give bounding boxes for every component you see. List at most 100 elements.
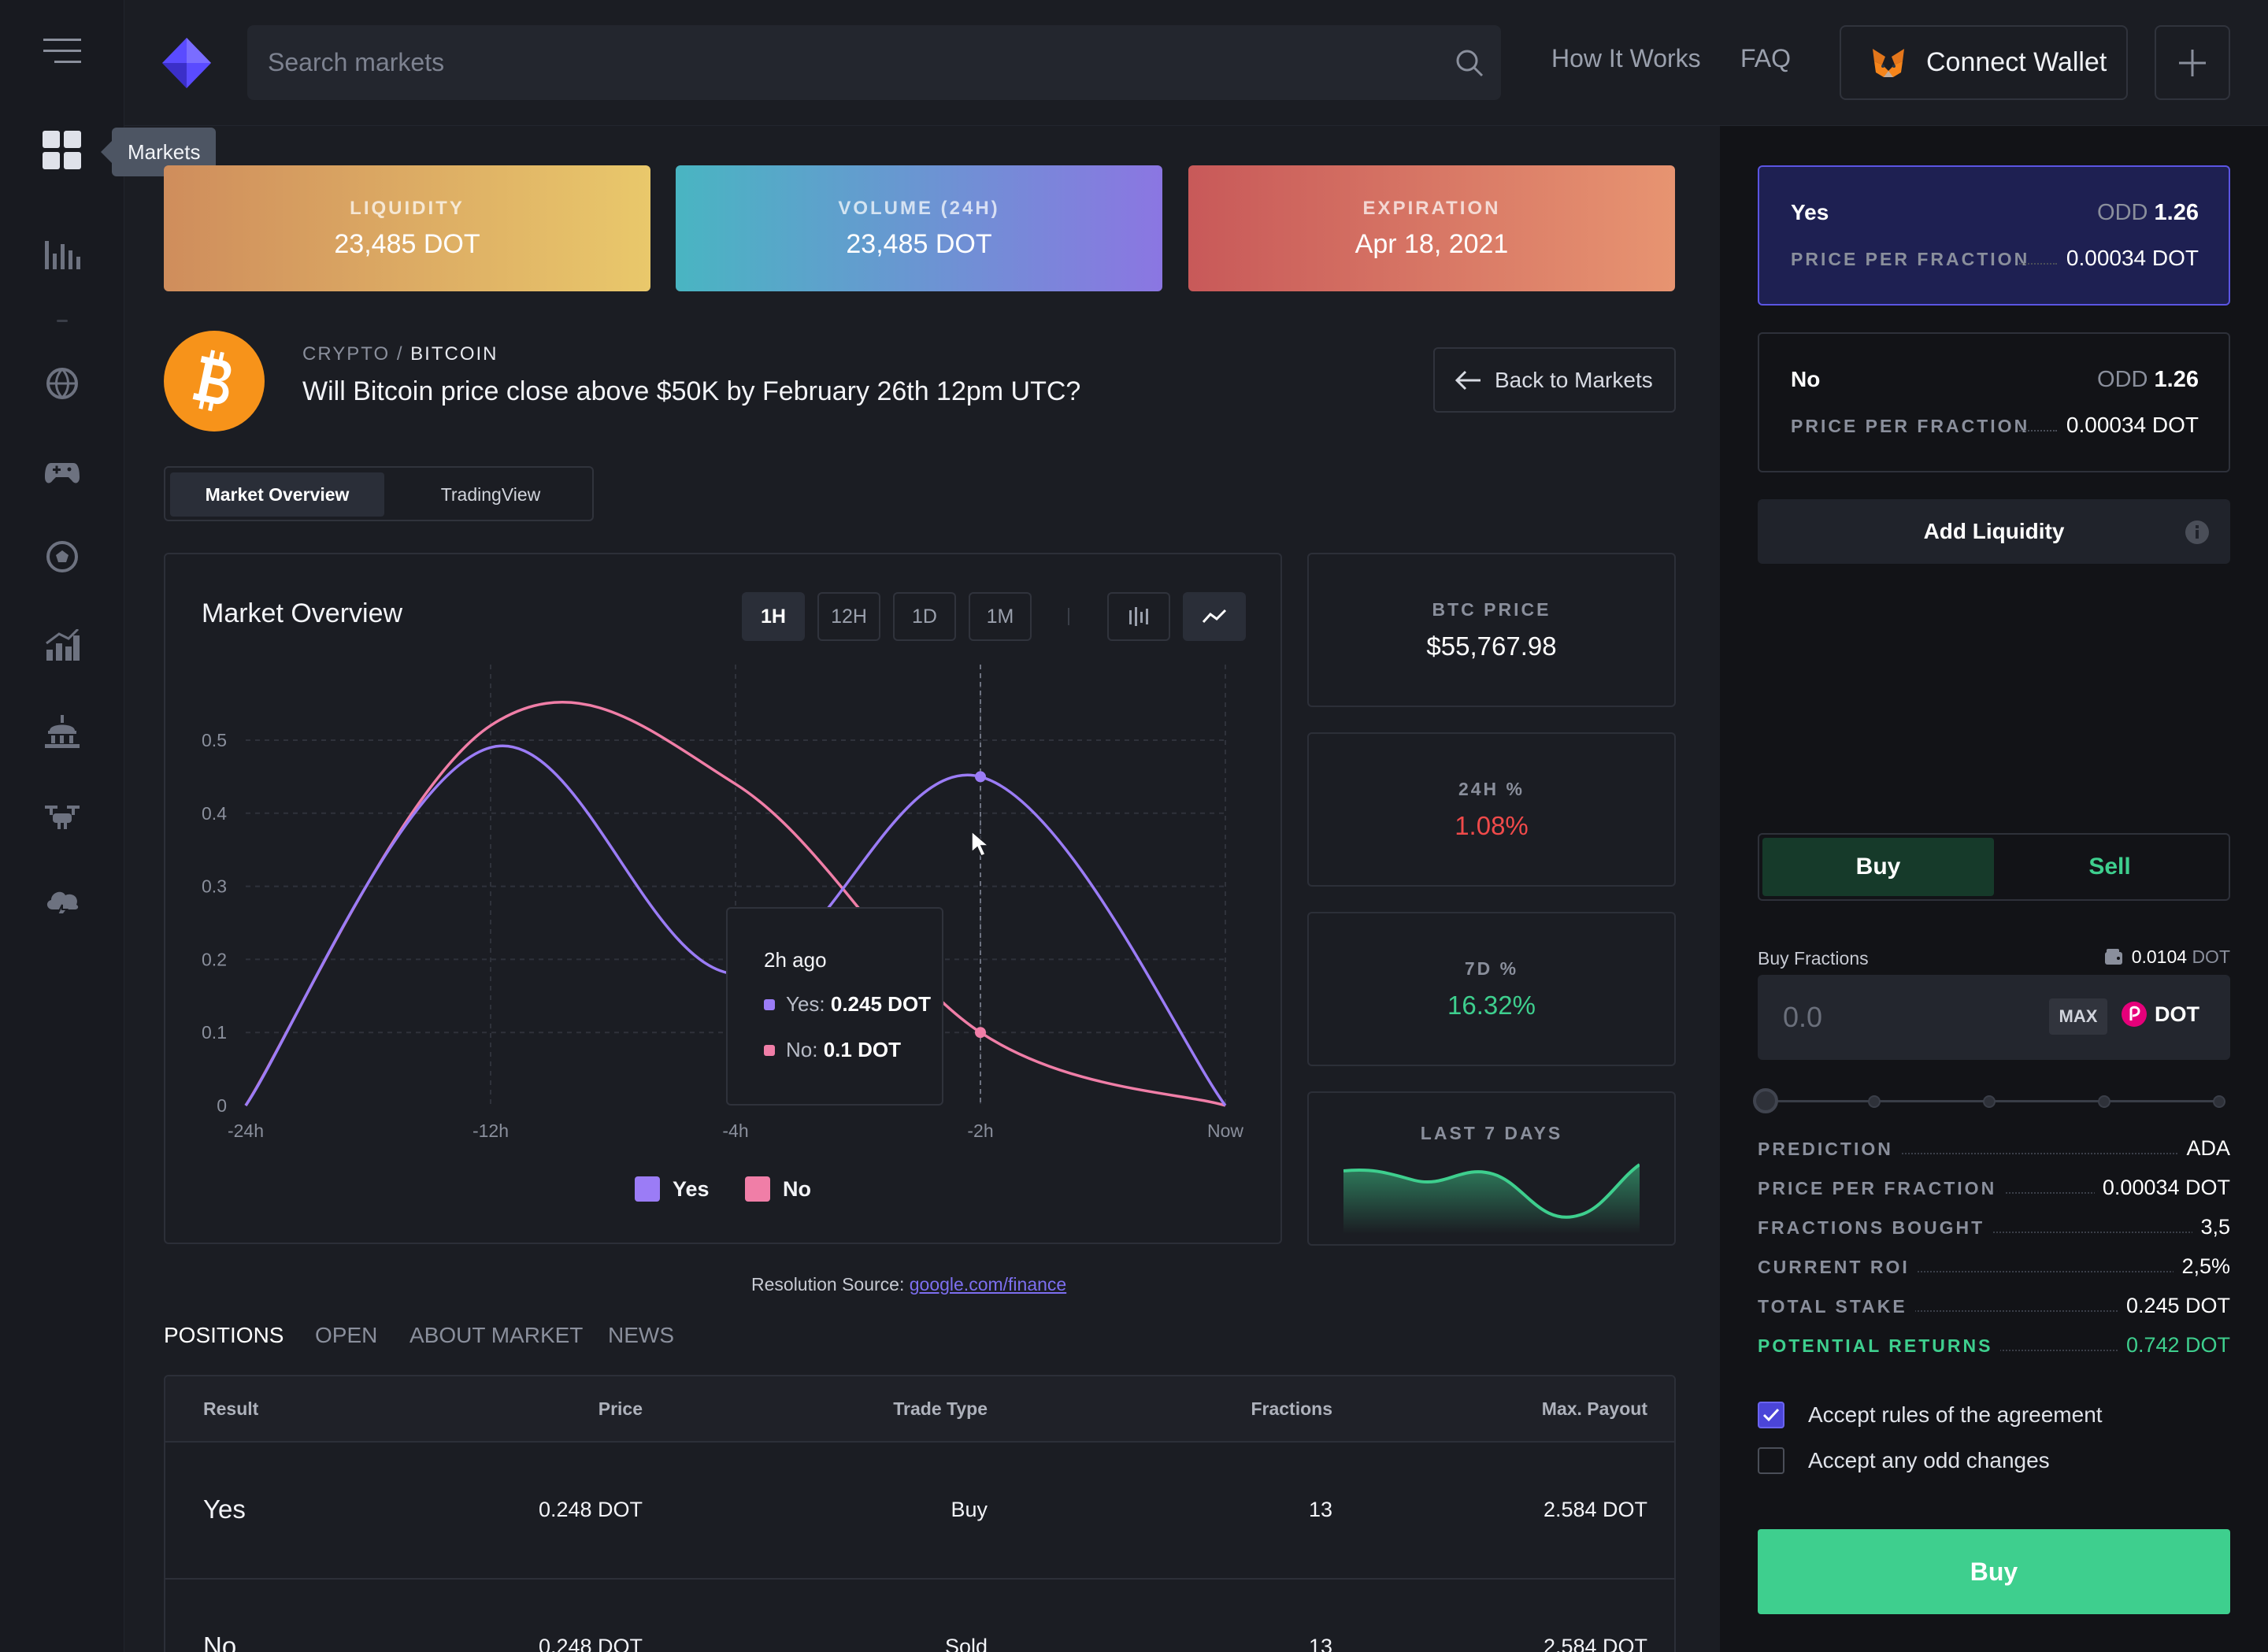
currency-selector[interactable]: DOT <box>2122 1002 2199 1027</box>
line-chart-type-button[interactable] <box>1183 592 1246 641</box>
accept-odd-checkbox[interactable]: Accept any odd changes <box>1758 1447 2050 1474</box>
tab-market-overview[interactable]: Market Overview <box>170 472 384 517</box>
x-tick-label: Now <box>1207 1120 1243 1141</box>
wallet-balance-value: 0.0104 <box>2131 946 2188 967</box>
summary-key: TOTAL STAKE <box>1758 1296 1915 1317</box>
back-to-markets-button[interactable]: Back to Markets <box>1433 347 1676 413</box>
tab-about-market[interactable]: ABOUT MARKET <box>410 1323 584 1347</box>
menu-icon[interactable] <box>39 28 85 74</box>
summary-key: FRACTIONS BOUGHT <box>1758 1217 1993 1239</box>
slider-stop[interactable] <box>1983 1095 1996 1108</box>
buy-button[interactable]: Buy <box>1758 1529 2230 1614</box>
table-row[interactable]: Yes 0.248 DOT Buy 13 2.584 DOT <box>165 1443 1674 1580</box>
legend-no[interactable]: No <box>745 1176 811 1202</box>
accept-rules-checkbox[interactable]: Accept rules of the agreement <box>1758 1402 2103 1428</box>
expiration-value: Apr 18, 2021 <box>1354 228 1509 259</box>
col-max-payout[interactable]: Max. Payout <box>1541 1398 1647 1419</box>
y-tick-label: 0.3 <box>202 876 227 897</box>
col-result[interactable]: Result <box>203 1398 259 1419</box>
timeframe-1m[interactable]: 1M <box>969 592 1032 641</box>
currency-label: DOT <box>2155 1002 2199 1026</box>
timeframe-1d[interactable]: 1D <box>893 592 956 641</box>
breadcrumb-category[interactable]: CRYPTO <box>302 343 391 365</box>
trade-panel: Yes ODD 1.26 PRICE PER FRACTION 0.00034 … <box>1720 126 2268 1652</box>
summary-fractions-bought: FRACTIONS BOUGHT 3,5 <box>1758 1215 2230 1241</box>
col-trade-type[interactable]: Trade Type <box>893 1398 988 1419</box>
bar-chart-type-button[interactable] <box>1107 592 1170 641</box>
trending-chart-icon[interactable] <box>39 622 85 668</box>
summary-value: 2,5% <box>2174 1254 2230 1279</box>
chart-title: Market Overview <box>202 598 403 628</box>
liquidity-card: LIQUIDITY 23,485 DOT <box>164 165 650 291</box>
tab-news[interactable]: NEWS <box>608 1323 674 1347</box>
outcome-no-card[interactable]: No ODD 1.26 PRICE PER FRACTION 0.00034 D… <box>1758 332 2230 472</box>
tab-open[interactable]: OPEN <box>315 1323 378 1347</box>
btc-price-card: BTC PRICE $55,767.98 <box>1307 553 1676 707</box>
sell-tab[interactable]: Sell <box>2088 854 2131 880</box>
politics-building-icon[interactable] <box>39 709 85 754</box>
y-tick-label: 0 <box>217 1095 227 1116</box>
buy-tab[interactable]: Buy <box>1762 838 1994 896</box>
timeframe-12h[interactable]: 12H <box>817 592 880 641</box>
amount-field[interactable]: MAX DOT <box>1758 975 2230 1060</box>
change-7d-label: 7D % <box>1464 957 1519 979</box>
stats-bars-icon[interactable] <box>39 230 85 276</box>
soccer-ball-icon[interactable] <box>39 534 85 580</box>
app-logo-icon[interactable] <box>162 38 211 88</box>
breadcrumb-subcategory[interactable]: BITCOIN <box>410 343 498 365</box>
globe-crypto-icon[interactable] <box>39 361 85 406</box>
tab-tradingview[interactable]: TradingView <box>440 483 541 505</box>
checkbox-checked[interactable] <box>1758 1402 1784 1428</box>
breadcrumb: CRYPTO / BITCOIN <box>302 343 498 365</box>
search-bar[interactable] <box>247 25 1501 100</box>
add-liquidity-label: Add Liquidity <box>1923 519 2065 543</box>
x-tick-label: -24h <box>228 1120 264 1141</box>
line-chart-icon <box>1202 609 1227 624</box>
resolution-source-link[interactable]: google.com/finance <box>909 1274 1067 1295</box>
connect-wallet-button[interactable]: Connect Wallet <box>1840 25 2128 100</box>
slider-stop[interactable] <box>1868 1095 1881 1108</box>
market-chart[interactable]: 0 0.1 0.2 0.3 0.4 0.5 -24h -12h -4h -2h Now <box>165 554 1280 1243</box>
timeframe-1h[interactable]: 1H <box>742 592 805 641</box>
sidebar: Markets <box>0 0 217 1652</box>
legend-no-label: No <box>783 1176 811 1201</box>
nav-faq[interactable]: FAQ <box>1740 44 1792 72</box>
slider-stop[interactable] <box>2098 1095 2110 1108</box>
fraction-slider[interactable] <box>1753 1085 2230 1117</box>
tooltip-no-row: No: 0.1 DOT <box>764 1038 901 1062</box>
gamepad-icon[interactable] <box>39 450 85 496</box>
slider-stop[interactable] <box>2213 1095 2225 1108</box>
slider-thumb[interactable] <box>1753 1088 1778 1113</box>
dotted-leader <box>1758 1271 2230 1272</box>
tab-positions[interactable]: POSITIONS <box>164 1323 284 1347</box>
nav-how-it-works[interactable]: How It Works <box>1551 44 1701 72</box>
chart-tooltip: 2h ago Yes: 0.245 DOT No: 0.1 DOT <box>726 907 943 1106</box>
info-icon[interactable] <box>2185 520 2210 545</box>
col-fractions[interactable]: Fractions <box>1251 1398 1332 1419</box>
table-row[interactable]: No 0.248 DOT Sold 13 2.584 DOT <box>165 1580 1674 1652</box>
cell-fractions: 13 <box>1308 1498 1332 1521</box>
market-question: Will Bitcoin price close above $50K by F… <box>302 376 1081 406</box>
dotted-leader <box>1758 1153 2230 1154</box>
search-icon[interactable] <box>1455 49 1484 77</box>
outcome-yes-name: Yes <box>1791 200 1829 224</box>
amount-input[interactable] <box>1758 975 2041 1060</box>
search-input[interactable] <box>247 25 1501 100</box>
tooltip-no-swatch <box>764 1044 775 1056</box>
arrow-left-icon <box>1455 370 1480 390</box>
cloud-weather-icon[interactable] <box>39 880 85 926</box>
max-button[interactable]: MAX <box>2049 998 2107 1035</box>
checkbox-unchecked[interactable] <box>1758 1447 1784 1474</box>
tooltip-yes-value: 0.245 DOT <box>830 992 932 1016</box>
legend-yes[interactable]: Yes <box>635 1176 710 1202</box>
drone-icon[interactable] <box>39 794 85 839</box>
add-liquidity-button[interactable]: Add Liquidity <box>1758 499 2230 564</box>
outcome-yes-card[interactable]: Yes ODD 1.26 PRICE PER FRACTION 0.00034 … <box>1758 165 2230 306</box>
markets-grid-icon[interactable] <box>39 128 85 173</box>
col-price[interactable]: Price <box>598 1398 643 1419</box>
add-button[interactable] <box>2155 25 2230 100</box>
resolution-source: Resolution Source: google.com/finance <box>751 1274 1066 1295</box>
summary-value: 0.742 DOT <box>2118 1333 2230 1358</box>
accept-odd-label: Accept any odd changes <box>1808 1448 2050 1472</box>
metamask-fox-icon <box>1873 48 1904 77</box>
